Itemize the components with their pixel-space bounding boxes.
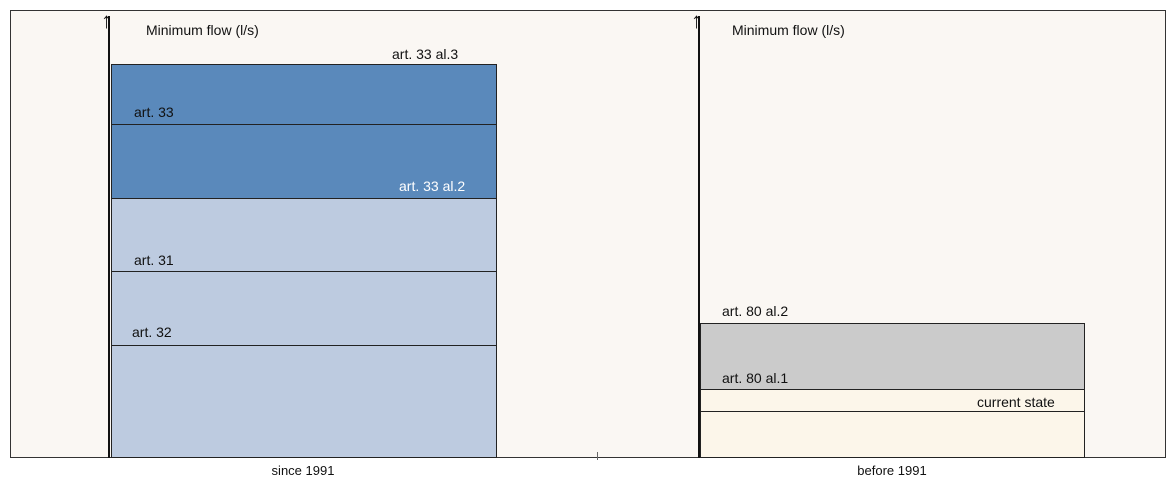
label-current-state: current state [977, 394, 1055, 410]
label-art-31: art. 31 [134, 252, 174, 268]
left-caption: since 1991 [271, 463, 335, 478]
label-art-80-al2: art. 80 al.2 [722, 303, 789, 319]
left-axis-label: Minimum flow (l/s) [146, 22, 259, 38]
label-art-33-al3: art. 33 al.3 [392, 46, 459, 62]
band-light-blue [111, 198, 497, 458]
right-caption: before 1991 [857, 463, 927, 478]
left-y-axis [108, 16, 110, 458]
line-art-32 [111, 345, 497, 346]
label-art-32: art. 32 [132, 324, 172, 340]
band-gray [700, 323, 1085, 390]
left-axis-arrow-icon: ↑ [101, 8, 112, 33]
right-axis-arrow-icon: ↑ [691, 8, 702, 33]
right-y-axis [698, 16, 700, 458]
label-art-33: art. 33 [134, 104, 174, 120]
line-art-33 [111, 124, 497, 125]
label-art-33-al2: art. 33 al.2 [399, 178, 466, 194]
line-current-state [700, 411, 1085, 412]
band-dark-blue [111, 64, 497, 199]
line-art-31 [111, 271, 497, 272]
right-axis-label: Minimum flow (l/s) [732, 22, 845, 38]
label-art-80-al1: art. 80 al.1 [722, 370, 789, 386]
panel-divider-tick [597, 452, 598, 460]
band-cream [700, 388, 1085, 458]
